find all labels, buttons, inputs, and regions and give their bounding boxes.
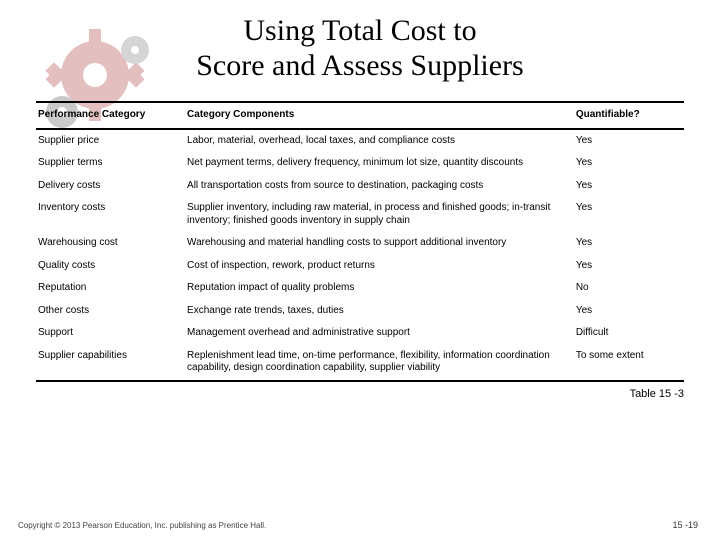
table-cell: Yes: [574, 197, 684, 232]
table-cell: Other costs: [36, 300, 185, 323]
table-cell: Support: [36, 322, 185, 345]
col-header-category: Performance Category: [36, 102, 185, 129]
table-cell: Yes: [574, 255, 684, 278]
page-number: 15 -19: [672, 520, 698, 530]
table-row: Inventory costsSupplier inventory, inclu…: [36, 197, 684, 232]
table-cell: Reputation impact of quality problems: [185, 277, 574, 300]
table-cell: Yes: [574, 129, 684, 153]
table-row: Other costsExchange rate trends, taxes, …: [36, 300, 684, 323]
table-cell: Yes: [574, 175, 684, 198]
table-cell: To some extent: [574, 345, 684, 381]
table-cell: Supplier terms: [36, 152, 185, 175]
table-header-row: Performance Category Category Components…: [36, 102, 684, 129]
title-line-2: Score and Assess Suppliers: [196, 49, 523, 82]
table-cell: Difficult: [574, 322, 684, 345]
table-label: Table 15 -3: [0, 388, 684, 400]
table-row: Quality costsCost of inspection, rework,…: [36, 255, 684, 278]
table-cell: Supplier price: [36, 129, 185, 153]
supplier-cost-table: Performance Category Category Components…: [36, 101, 684, 382]
table-cell: Delivery costs: [36, 175, 185, 198]
table-cell: Cost of inspection, rework, product retu…: [185, 255, 574, 278]
table-row: SupportManagement overhead and administr…: [36, 322, 684, 345]
slide-title: Using Total Cost to Score and Assess Sup…: [0, 0, 720, 83]
copyright-text: Copyright © 2013 Pearson Education, Inc.…: [18, 521, 266, 530]
table-cell: All transportation costs from source to …: [185, 175, 574, 198]
table-cell: Yes: [574, 232, 684, 255]
table-cell: No: [574, 277, 684, 300]
table-cell: Warehousing cost: [36, 232, 185, 255]
table-row: Supplier capabilitiesReplenishment lead …: [36, 345, 684, 381]
table-cell: Quality costs: [36, 255, 185, 278]
table-cell: Labor, material, overhead, local taxes, …: [185, 129, 574, 153]
table-cell: Supplier capabilities: [36, 345, 185, 381]
table-cell: Net payment terms, delivery frequency, m…: [185, 152, 574, 175]
table-cell: Warehousing and material handling costs …: [185, 232, 574, 255]
table-cell: Management overhead and administrative s…: [185, 322, 574, 345]
table-row: Supplier termsNet payment terms, deliver…: [36, 152, 684, 175]
table-row: Supplier priceLabor, material, overhead,…: [36, 129, 684, 153]
table-cell: Yes: [574, 300, 684, 323]
table-row: Delivery costsAll transportation costs f…: [36, 175, 684, 198]
table-row: ReputationReputation impact of quality p…: [36, 277, 684, 300]
table-cell: Inventory costs: [36, 197, 185, 232]
col-header-quantifiable: Quantifiable?: [574, 102, 684, 129]
table-cell: Supplier inventory, including raw materi…: [185, 197, 574, 232]
table-cell: Exchange rate trends, taxes, duties: [185, 300, 574, 323]
table-cell: Yes: [574, 152, 684, 175]
table-cell: Replenishment lead time, on-time perform…: [185, 345, 574, 381]
table-cell: Reputation: [36, 277, 185, 300]
title-line-1: Using Total Cost to: [243, 14, 476, 47]
col-header-components: Category Components: [185, 102, 574, 129]
table-row: Warehousing costWarehousing and material…: [36, 232, 684, 255]
